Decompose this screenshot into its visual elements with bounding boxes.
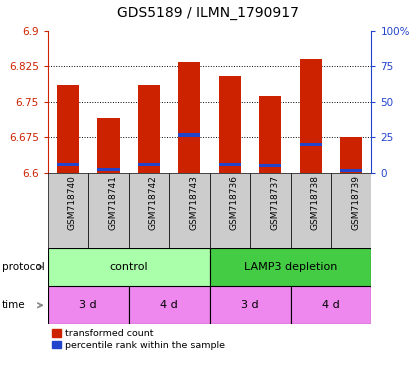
Text: protocol: protocol [2,262,45,272]
Text: GDS5189 / ILMN_1790917: GDS5189 / ILMN_1790917 [117,7,298,20]
Bar [129,286,210,324]
Bar [300,59,322,173]
Bar [48,173,88,248]
Bar [48,248,210,286]
Text: GSM718739: GSM718739 [351,175,360,230]
Bar [210,248,371,286]
Bar [138,85,160,173]
Text: GSM718737: GSM718737 [270,175,279,230]
Text: GSM718736: GSM718736 [230,175,239,230]
Bar [340,137,362,173]
Bar [57,162,79,166]
Bar [219,162,241,166]
Legend: transformed count, percentile rank within the sample: transformed count, percentile rank withi… [52,329,225,349]
Bar [250,173,290,248]
Bar [219,76,241,173]
Bar [259,96,281,173]
Text: time: time [2,300,26,310]
Bar [210,173,250,248]
Bar [88,173,129,248]
Text: GSM718738: GSM718738 [311,175,320,230]
Text: control: control [109,262,148,272]
Bar [259,164,281,167]
Bar [290,286,371,324]
Bar [97,168,120,171]
Text: GSM718743: GSM718743 [189,175,198,230]
Bar [178,133,200,137]
Bar [331,173,371,248]
Bar [290,173,331,248]
Text: GSM718740: GSM718740 [68,175,77,230]
Text: 3 d: 3 d [241,300,259,310]
Bar [57,85,79,173]
Text: 4 d: 4 d [322,300,340,310]
Bar [129,173,169,248]
Text: LAMP3 depletion: LAMP3 depletion [244,262,337,272]
Bar [178,61,200,173]
Bar [210,286,290,324]
Text: 4 d: 4 d [160,300,178,310]
Bar [340,169,362,172]
Bar [138,163,160,166]
Bar [48,286,129,324]
Bar [300,143,322,146]
Bar [169,173,210,248]
Text: GSM718742: GSM718742 [149,175,158,230]
Bar [97,118,120,173]
Text: 3 d: 3 d [79,300,97,310]
Text: GSM718741: GSM718741 [108,175,117,230]
